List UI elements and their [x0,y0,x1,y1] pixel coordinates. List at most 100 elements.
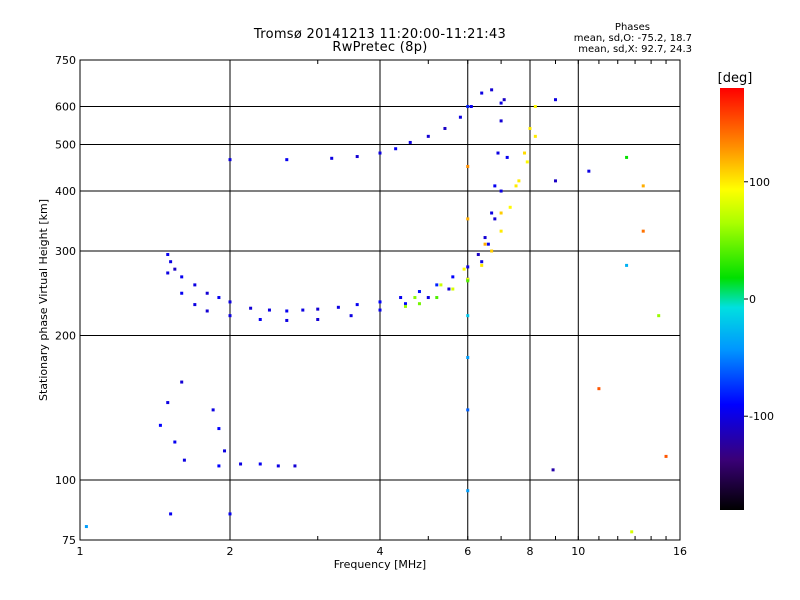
phase-point-o [499,189,503,193]
phase-point-o [480,260,484,264]
phase-point-noise [597,387,601,391]
phase-point-o [378,300,382,304]
colorbar [720,88,744,510]
phase-point-x [413,296,417,300]
y-tick-label: 300 [55,245,76,258]
phase-point-o [205,291,209,295]
phase-point-x [435,296,439,300]
phase-point-noise [466,489,470,493]
phase-point-o [217,427,221,431]
phase-point-x [466,277,470,281]
phase-point-noise [664,454,668,458]
colorbar-tick-label: 0 [749,293,756,306]
colorbar-ticks: 100 0 -100 [744,176,774,423]
phase-point-o [426,296,430,300]
phase-point-noise [466,164,470,168]
phase-point-x [499,211,503,215]
colorbar-tick-label: 100 [749,176,770,189]
colorbar-label: [deg] [718,71,753,86]
phase-point-x [462,267,466,271]
y-tick-label: 500 [55,139,76,152]
phase-point-noise [466,217,470,221]
phase-point-o [499,119,503,123]
phase-point-o [355,155,359,159]
phase-point-x [483,242,487,246]
phase-point-o [301,308,305,312]
y-tick-label: 200 [55,330,76,343]
phase-point-o [408,140,412,144]
phase-point-o [285,309,289,313]
phase-point-o [451,275,455,279]
phase-point-o [285,318,289,322]
phase-point-o [217,464,221,468]
phase-point-o [217,296,221,300]
phase-point-noise [466,408,470,412]
phase-point-o [490,211,494,215]
phase-point-o [211,408,215,412]
phase-point-o [239,462,243,466]
phase-point-o [499,101,503,105]
phase-point-noise [466,355,470,359]
x-tick-label: 2 [227,545,234,558]
stats-o-mode: mean, sd,O: -75.2, 18.7 [573,33,692,44]
phase-point-o [486,242,490,246]
phase-point-o [399,296,403,300]
phase-point-x [499,229,503,233]
phase-point-o [476,253,480,257]
phase-point-o [173,440,177,444]
x-axis-label: Frequency [MHz] [334,558,426,571]
data-points [84,88,668,534]
phase-point-o [355,303,359,307]
phase-point-x [517,179,521,183]
phase-point-o [228,314,232,318]
phase-point-o [480,91,484,95]
phase-point-o [258,462,262,466]
phase-point-o [316,307,320,311]
phase-point-o [166,271,170,275]
y-tick-label: 75 [62,534,76,547]
phase-point-o [417,290,421,294]
phase-point-o [276,464,280,468]
phase-point-x [514,184,518,188]
phase-point-x [528,126,532,130]
phase-point-o [505,155,509,159]
y-axis-label: Stationary phase Virtual Height [km] [37,199,50,401]
y-tick-label: 600 [55,101,76,114]
phase-point-x [439,283,443,287]
phase-point-o [490,88,494,92]
y-tick-label: 400 [55,185,76,198]
phase-point-o [378,308,382,312]
phase-point-o [249,306,253,310]
phase-point-o [228,512,232,516]
phase-point-x [403,304,407,308]
axis-ticks: 1 2 4 6 8 10 16 75 100 200 300 400 500 600 750 [55,54,687,558]
x-tick-label: 1 [77,545,84,558]
phase-point-x [451,287,455,291]
phase-point-o [435,283,439,287]
phase-point-o [258,317,262,321]
stats-x-mode: mean, sd,X: 92.7, 24.3 [578,44,692,55]
phase-point-noise [641,229,645,233]
phase-point-o [316,317,320,321]
x-tick-label: 6 [464,545,471,558]
phase-point-o [180,380,184,384]
x-tick-label: 4 [377,545,384,558]
phase-point-noise [657,314,661,318]
phase-point-x [490,249,494,253]
phase-point-o [166,401,170,405]
phase-point-o [336,305,340,309]
phase-point-o [205,309,209,313]
phase-point-o [169,260,173,264]
phase-point-o [493,217,497,221]
phase-point-o [426,134,430,138]
phase-point-o [84,525,88,529]
phase-point-o [493,184,497,188]
phase-point-o [394,147,398,151]
chart-subtitle: RwPretec (8p) [332,40,428,55]
phase-point-noise [630,530,634,534]
phase-point-o [180,275,184,279]
phase-point-x [508,205,512,209]
phase-point-x [533,134,537,138]
phase-point-noise [466,105,470,109]
